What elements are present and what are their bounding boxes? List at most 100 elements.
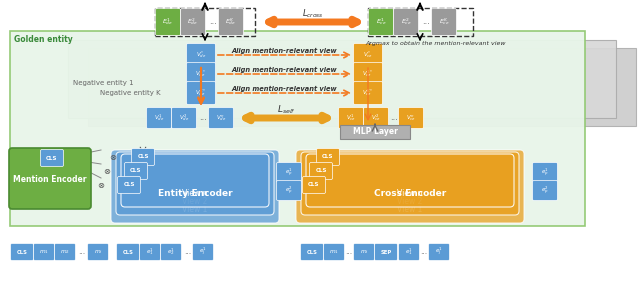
Text: ⊗: ⊗ xyxy=(109,153,116,162)
Text: $e^1_p$: $e^1_p$ xyxy=(285,166,293,178)
Text: Negative entity K: Negative entity K xyxy=(100,90,161,96)
FancyBboxPatch shape xyxy=(180,8,205,35)
Text: CLS: CLS xyxy=(123,250,133,255)
Text: CLS: CLS xyxy=(124,182,135,187)
FancyBboxPatch shape xyxy=(218,8,243,35)
Text: Golden entity: Golden entity xyxy=(14,35,73,44)
FancyBboxPatch shape xyxy=(399,244,419,260)
FancyBboxPatch shape xyxy=(193,244,214,260)
Text: $e^2_p$: $e^2_p$ xyxy=(285,184,293,196)
FancyBboxPatch shape xyxy=(310,162,333,180)
Text: ...: ... xyxy=(422,17,430,26)
FancyBboxPatch shape xyxy=(353,244,374,260)
Bar xyxy=(88,48,636,126)
Text: ⊗: ⊗ xyxy=(97,180,104,189)
Text: ...: ... xyxy=(79,248,86,257)
Text: $V^{*}_{de}$: $V^{*}_{de}$ xyxy=(196,50,206,60)
FancyBboxPatch shape xyxy=(9,148,91,209)
FancyBboxPatch shape xyxy=(209,108,234,128)
Text: $V^{1*}_{ce}$: $V^{1*}_{ce}$ xyxy=(362,69,374,80)
FancyBboxPatch shape xyxy=(118,176,141,194)
Text: ...: ... xyxy=(209,17,217,26)
Text: SEP: SEP xyxy=(380,250,392,255)
Text: View 1: View 1 xyxy=(182,205,208,214)
FancyBboxPatch shape xyxy=(147,108,172,128)
Text: $e^1_j$: $e^1_j$ xyxy=(199,246,207,258)
Text: $L_{ce}$: $L_{ce}$ xyxy=(413,0,427,1)
Text: $e^2_p$: $e^2_p$ xyxy=(541,184,549,196)
FancyBboxPatch shape xyxy=(353,62,383,85)
Text: ...: ... xyxy=(346,248,353,257)
FancyBboxPatch shape xyxy=(40,149,63,167)
FancyBboxPatch shape xyxy=(111,150,279,223)
Text: View n: View n xyxy=(397,189,423,198)
Text: $E^K_{de}$: $E^K_{de}$ xyxy=(225,17,237,28)
Text: View 2: View 2 xyxy=(397,196,422,205)
FancyBboxPatch shape xyxy=(339,108,364,128)
Text: Align mention-relevant view: Align mention-relevant view xyxy=(231,48,337,54)
FancyBboxPatch shape xyxy=(10,244,33,260)
FancyBboxPatch shape xyxy=(116,244,140,260)
FancyBboxPatch shape xyxy=(172,108,196,128)
FancyBboxPatch shape xyxy=(323,244,344,260)
FancyBboxPatch shape xyxy=(369,8,394,35)
Text: CLS: CLS xyxy=(137,155,148,160)
Text: Align mention-relevant view: Align mention-relevant view xyxy=(231,67,337,73)
FancyBboxPatch shape xyxy=(116,152,274,215)
Text: $e^1_2$: $e^1_2$ xyxy=(167,247,175,257)
Text: $L_{cross}$: $L_{cross}$ xyxy=(302,8,324,20)
Text: CLS: CLS xyxy=(17,250,28,255)
Bar xyxy=(155,8,255,36)
Text: Cross Encoder: Cross Encoder xyxy=(374,189,446,198)
FancyBboxPatch shape xyxy=(353,44,383,67)
Bar xyxy=(340,125,410,139)
Text: $V^{1*}_{de}$: $V^{1*}_{de}$ xyxy=(195,69,207,80)
Text: $e^1_1$: $e^1_1$ xyxy=(146,247,154,257)
Bar xyxy=(68,40,616,118)
FancyBboxPatch shape xyxy=(394,8,419,35)
Text: ...: ... xyxy=(420,248,428,257)
Text: $V^2_{ce}$: $V^2_{ce}$ xyxy=(371,113,381,123)
Bar xyxy=(10,31,585,226)
Bar xyxy=(368,8,473,36)
FancyBboxPatch shape xyxy=(276,180,301,201)
FancyBboxPatch shape xyxy=(121,154,269,207)
Text: $e^1_p$: $e^1_p$ xyxy=(541,166,549,178)
Text: CLS: CLS xyxy=(131,169,141,173)
FancyBboxPatch shape xyxy=(532,162,557,182)
Text: $E^2_{ce}$: $E^2_{ce}$ xyxy=(401,17,412,28)
FancyBboxPatch shape xyxy=(301,244,323,260)
FancyBboxPatch shape xyxy=(161,244,182,260)
Text: CLS: CLS xyxy=(323,155,333,160)
FancyBboxPatch shape xyxy=(296,150,524,223)
FancyBboxPatch shape xyxy=(532,180,557,201)
Text: $V^{K*}_{de}$: $V^{K*}_{de}$ xyxy=(195,88,207,98)
Text: Align mention-relevant view: Align mention-relevant view xyxy=(231,86,337,92)
Text: MLP Layer: MLP Layer xyxy=(353,128,397,137)
Text: Mention Encoder: Mention Encoder xyxy=(13,175,87,183)
Text: $V^2_{de}$: $V^2_{de}$ xyxy=(179,113,189,123)
Text: $e^1_1$: $e^1_1$ xyxy=(405,247,413,257)
Text: $E^1_{de}$: $E^1_{de}$ xyxy=(163,17,173,28)
FancyBboxPatch shape xyxy=(353,81,383,105)
FancyBboxPatch shape xyxy=(54,244,76,260)
FancyBboxPatch shape xyxy=(431,8,456,35)
Text: ...: ... xyxy=(184,248,191,257)
FancyBboxPatch shape xyxy=(303,176,326,194)
Text: $E^1_{ce}$: $E^1_{ce}$ xyxy=(376,17,387,28)
FancyBboxPatch shape xyxy=(301,152,519,215)
Text: ...: ... xyxy=(390,114,398,123)
Text: $V^{*}_{ce}$: $V^{*}_{ce}$ xyxy=(363,50,373,60)
Text: View n: View n xyxy=(182,189,208,198)
Text: $E^2_{de}$: $E^2_{de}$ xyxy=(188,17,198,28)
Text: $V^1_{ce}$: $V^1_{ce}$ xyxy=(346,113,356,123)
FancyBboxPatch shape xyxy=(140,244,161,260)
Text: $E^K_{ce}$: $E^K_{ce}$ xyxy=(438,17,449,28)
Text: $V^1_{de}$: $V^1_{de}$ xyxy=(154,113,164,123)
FancyBboxPatch shape xyxy=(88,244,109,260)
Text: CLS: CLS xyxy=(46,155,58,160)
FancyBboxPatch shape xyxy=(276,162,301,182)
FancyBboxPatch shape xyxy=(186,81,216,105)
FancyBboxPatch shape xyxy=(429,244,449,260)
Text: $e^1_j$: $e^1_j$ xyxy=(435,246,443,258)
